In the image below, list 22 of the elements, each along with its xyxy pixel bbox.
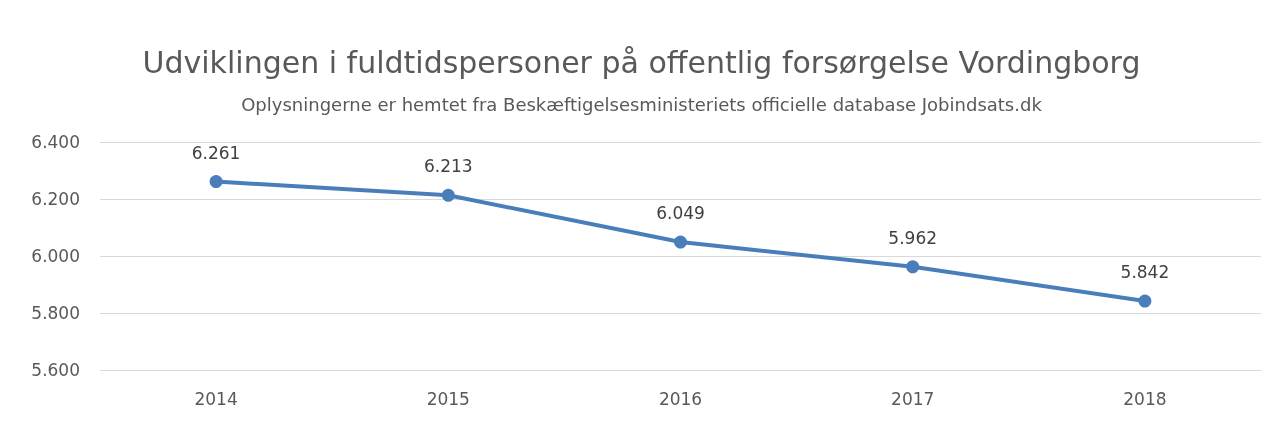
data-label: 6.261 [191, 142, 241, 163]
chart-title: Udviklingen i fuldtidspersoner på offentlig forsørgelse Vordingborg [142, 44, 1141, 80]
y-tick-label: 6.400 [31, 132, 80, 152]
chart-subtitle: Oplysningerne er hemtet fra Beskæftigelsesministeriets officielle database Jobindsats.dk [241, 93, 1043, 115]
point [441, 188, 455, 202]
x-tick-label: 2017 [891, 388, 935, 409]
x-tick-label: 2018 [1123, 388, 1167, 409]
data-label: 5.962 [888, 227, 938, 248]
point [674, 235, 687, 249]
x-tick-label: 2014 [194, 388, 238, 409]
point [209, 175, 223, 189]
data-label: 5.842 [1120, 262, 1170, 283]
y-tick-label: 5.800 [31, 303, 80, 323]
y-tick-label: 6.000 [31, 246, 80, 266]
x-tick-label: 2016 [658, 388, 703, 409]
point [906, 260, 920, 274]
point [1138, 294, 1152, 308]
data-label: 6.049 [656, 203, 705, 224]
y-tick-label: 5.600 [31, 360, 80, 380]
data-label: 6.213 [423, 156, 473, 177]
y-tick-label: 6.200 [31, 189, 80, 209]
x-tick-label: 2015 [426, 388, 470, 409]
